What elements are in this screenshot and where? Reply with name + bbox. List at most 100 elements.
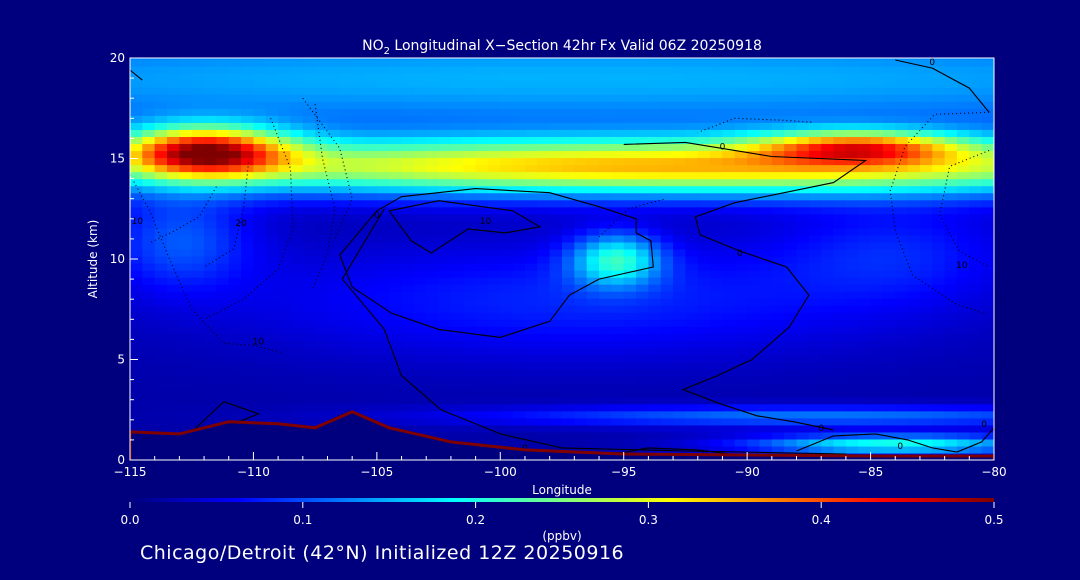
heatmap-cell <box>241 312 255 320</box>
heatmap-cell <box>228 277 242 285</box>
heatmap-cell <box>463 263 477 271</box>
heatmap-cell <box>487 263 501 271</box>
heatmap-cell <box>932 403 946 412</box>
heatmap-cell <box>191 171 205 180</box>
heatmap-cell <box>426 361 440 370</box>
heatmap-cell <box>956 340 970 349</box>
heatmap-cell <box>265 59 279 67</box>
heatmap-cell <box>648 213 662 222</box>
heatmap-cell <box>537 389 551 398</box>
heatmap-cell <box>981 403 994 412</box>
heatmap-cell <box>339 129 353 137</box>
heatmap-cell <box>130 305 143 313</box>
heatmap-cell <box>438 248 452 257</box>
heatmap-cell <box>463 178 477 187</box>
heatmap-cell <box>475 206 489 215</box>
heatmap-cell <box>204 185 217 194</box>
heatmap-cell <box>685 298 699 306</box>
heatmap-cell <box>623 277 637 285</box>
heatmap-cell <box>586 312 600 320</box>
heatmap-cell <box>142 199 156 208</box>
heatmap-cell <box>944 263 958 271</box>
heatmap-cell <box>562 164 575 173</box>
heatmap-cell <box>882 157 896 166</box>
heatmap-cell <box>623 80 637 88</box>
heatmap-cell <box>500 58 514 60</box>
heatmap-cell <box>981 424 994 433</box>
heatmap-cell <box>228 59 242 67</box>
heatmap-cell <box>475 66 489 74</box>
heatmap-cell <box>228 80 242 88</box>
heatmap-cell <box>389 403 403 412</box>
heatmap-cell <box>784 220 798 229</box>
heatmap-cell <box>376 87 390 95</box>
heatmap-cell <box>734 298 748 306</box>
heatmap-cell <box>450 403 464 412</box>
heatmap-cell <box>376 305 390 313</box>
heatmap-cell <box>697 192 711 201</box>
heatmap-cell <box>265 178 279 187</box>
heatmap-cell <box>130 150 143 159</box>
heatmap-cell <box>919 263 933 271</box>
heatmap-cell <box>858 298 872 306</box>
heatmap-cell <box>586 213 600 222</box>
heatmap-cell <box>611 354 625 363</box>
heatmap-cell <box>722 424 736 433</box>
contour-line <box>796 427 994 453</box>
heatmap-cell <box>636 143 649 152</box>
heatmap-cell <box>241 108 255 116</box>
heatmap-cell <box>944 87 958 95</box>
heatmap-cell <box>956 87 970 95</box>
heatmap-cell <box>179 213 193 222</box>
heatmap-cell <box>673 284 687 292</box>
heatmap-cell <box>784 129 798 137</box>
heatmap-cell <box>759 73 773 81</box>
heatmap-cell <box>426 164 440 173</box>
heatmap-cell <box>179 143 193 152</box>
heatmap-cell <box>228 143 242 152</box>
heatmap-cell <box>130 347 143 356</box>
heatmap-cell <box>858 431 872 440</box>
heatmap-cell <box>981 150 994 159</box>
heatmap-cell <box>907 326 921 334</box>
heatmap-cell <box>524 291 538 299</box>
heatmap-cell <box>981 157 994 166</box>
heatmap-cell <box>463 150 477 159</box>
heatmap-cell <box>376 171 390 180</box>
heatmap-cell <box>858 234 872 243</box>
heatmap-cell <box>673 73 687 81</box>
heatmap-cell <box>636 220 649 229</box>
heatmap-cell <box>845 326 859 334</box>
heatmap-cell <box>808 389 822 398</box>
heatmap-cell <box>216 108 230 116</box>
heatmap-cell <box>932 354 946 363</box>
heatmap-cell <box>450 136 464 145</box>
heatmap-cell <box>710 80 724 88</box>
heatmap-cell <box>907 312 921 320</box>
heatmap-cell <box>265 87 279 95</box>
heatmap-cell <box>524 340 538 349</box>
heatmap-cell <box>562 241 575 250</box>
heatmap-cell <box>241 58 255 60</box>
heatmap-cell <box>290 277 304 285</box>
heatmap-cell <box>339 213 353 222</box>
heatmap-cell <box>253 122 267 130</box>
heatmap-cell <box>500 129 514 137</box>
heatmap-cell <box>623 389 637 398</box>
heatmap-cell <box>512 171 526 180</box>
heatmap-cell <box>339 220 353 229</box>
heatmap-cell <box>167 424 180 433</box>
heatmap-cell <box>352 58 366 60</box>
heatmap-cell <box>771 396 785 405</box>
heatmap-cell <box>858 270 872 278</box>
heatmap-cell <box>747 270 761 278</box>
heatmap-cell <box>475 108 489 116</box>
heatmap-cell <box>438 263 452 271</box>
heatmap-cell <box>574 192 588 201</box>
heatmap-cell <box>216 241 230 250</box>
x-tick-label: −115 <box>114 465 147 479</box>
heatmap-cell <box>636 298 649 306</box>
heatmap-cell <box>549 333 563 342</box>
heatmap-cell <box>315 192 329 201</box>
heatmap-cell <box>204 66 217 74</box>
